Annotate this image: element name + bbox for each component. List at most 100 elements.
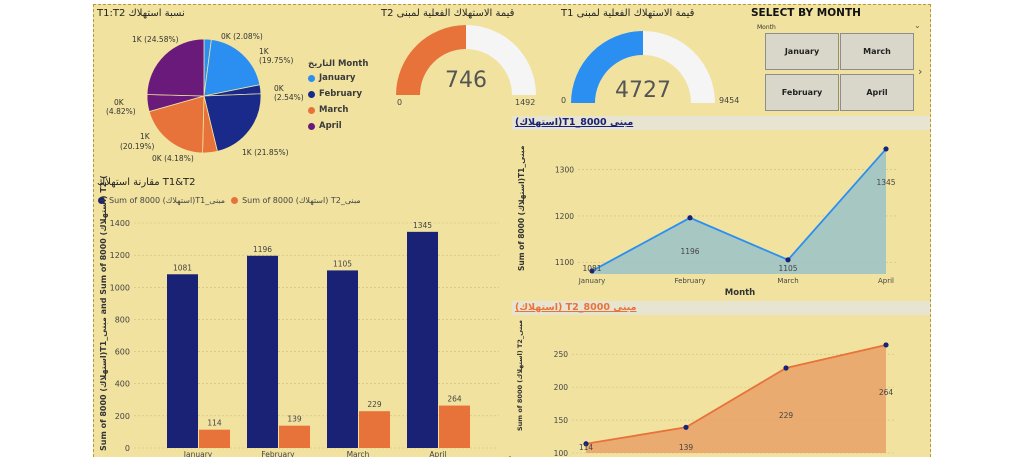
pie-label: 0K <box>114 98 125 107</box>
legend-label: January <box>319 73 356 83</box>
x-axis-title: Month <box>725 288 755 298</box>
x-tick-label: April <box>429 450 446 457</box>
data-point <box>583 441 589 447</box>
x-tick-label: January <box>578 277 606 285</box>
pie-label: (2.54%) <box>274 93 304 102</box>
legend-dot <box>308 74 315 82</box>
x-tick-label: January <box>183 450 213 457</box>
y-tick-label: 1200 <box>110 251 130 260</box>
data-label: 139 <box>287 415 302 424</box>
gauge-t1-panel: T1 قيمة الاستهلاك الفعلية لمبنى 4727 0 9… <box>557 5 743 115</box>
gauge-fill <box>396 25 466 95</box>
data-label: 1081 <box>582 264 601 273</box>
gauge-value: 4727 <box>615 78 671 103</box>
y-tick-label: 100 <box>554 449 569 457</box>
pie-slice <box>203 39 261 97</box>
line-t1-chart[interactable]: Sum of 8000 (استهلاك)T1_مبنى Month 1100 1… <box>512 116 930 298</box>
compare-title: مقارنة استهلاك T1&T2 <box>97 177 196 188</box>
y-axis-title: Sum of 8000 (استهلاك)T1_مبنى and Sum of … <box>99 175 108 451</box>
legend-label: February <box>319 89 363 99</box>
y-tick-label: 150 <box>554 416 569 425</box>
slicer-button-january[interactable]: January <box>765 33 839 70</box>
data-label: 1345 <box>876 178 895 187</box>
data-label: 264 <box>879 388 894 397</box>
line-t1-title: (استهلاك)T1_مبنى 8000 <box>512 116 930 130</box>
gauge-t1-chart[interactable]: 4727 0 9454 <box>557 5 743 115</box>
gauge-fill <box>571 31 643 103</box>
pie-slice <box>148 95 205 154</box>
bar-t2 <box>199 429 230 448</box>
data-label: 1105 <box>333 259 352 268</box>
y-tick-label: 1000 <box>110 283 130 292</box>
x-tick-label: March <box>347 450 370 457</box>
bar-t1 <box>407 231 438 448</box>
area-fill <box>592 148 886 274</box>
legend-dot <box>231 197 239 204</box>
pie-label: (4.82%) <box>106 107 136 116</box>
pie-label: 0K (4.18%) <box>152 154 194 163</box>
pie-slice <box>203 93 262 152</box>
y-tick-label: 1400 <box>110 219 130 228</box>
y-tick-label: 1200 <box>555 212 574 221</box>
line-t2-title: (استهلاك) T2_مبنى 8000 <box>512 301 930 315</box>
legend-item-april[interactable]: April <box>308 118 368 134</box>
gauge-min: 0 <box>561 96 566 105</box>
legend-item-march[interactable]: March <box>308 102 368 118</box>
legend-label: March <box>319 105 349 115</box>
pie-label: 1K <box>140 132 151 141</box>
slicer-button-march[interactable]: March <box>840 33 914 70</box>
legend-item-january[interactable]: January <box>308 70 368 86</box>
gauge-t1-title: T1 قيمة الاستهلاك الفعلية لمبنى <box>561 8 695 19</box>
y-tick-label: 200 <box>554 383 569 392</box>
pie-legend: التاريخ Month January February March Apr… <box>308 57 368 134</box>
pie-label: 0K <box>274 84 285 93</box>
x-tick-label: March <box>777 277 798 285</box>
data-label: 1196 <box>253 245 272 254</box>
slicer-button-february[interactable]: February <box>765 74 839 111</box>
month-slicer: SELECT BY MONTH Month ⌄ January March Fe… <box>748 5 930 115</box>
bar-t1 <box>167 274 198 448</box>
chevron-right-icon[interactable]: › <box>918 65 923 78</box>
data-label: 114 <box>207 419 222 428</box>
gauge-min: 0 <box>397 98 402 107</box>
data-label: 1345 <box>413 221 432 230</box>
gauge-t2-chart[interactable]: 746 0 1492 <box>379 5 545 115</box>
line-t2-chart[interactable]: Sum of 8000 (استهلاك) T2_مبنى 100 150 200 2… <box>512 301 930 457</box>
data-point <box>883 342 889 348</box>
bar-t2 <box>439 405 470 448</box>
pie-legend-title: التاريخ Month <box>308 58 369 69</box>
pie-label: 1K <box>259 47 270 56</box>
pie-label: 0K (2.08%) <box>221 32 263 41</box>
legend-dot <box>98 197 105 204</box>
compare-chart[interactable]: Sum of 8000 (استهلاك)T1_مبنى and Sum of … <box>94 175 509 457</box>
y-tick-label: 0 <box>125 444 130 453</box>
data-point <box>683 424 689 430</box>
y-tick-label: 800 <box>115 315 130 324</box>
chevron-down-icon[interactable]: ⌄ <box>914 21 921 30</box>
x-tick-label: February <box>674 277 705 285</box>
bar-t2 <box>279 425 310 448</box>
y-tick-label: 200 <box>115 412 130 421</box>
y-tick-label: 1100 <box>555 258 574 267</box>
pie-chart[interactable]: 0K (2.08%) 1K (19.75%) 0K (2.54%) 1K (21… <box>94 5 376 175</box>
legend-dot <box>308 106 315 114</box>
pie-label: (20.19%) <box>120 142 155 151</box>
pie-label: 1K (21.85%) <box>242 148 289 157</box>
legend-dot <box>308 90 315 98</box>
pie-panel: T1:T2 نسبة استهلاك 0K (2.08%) 1K (19.75%… <box>94 5 376 175</box>
data-label: 1081 <box>173 263 192 272</box>
data-point <box>785 257 791 263</box>
series-line <box>591 148 887 272</box>
pie-title: T1:T2 نسبة استهلاك <box>97 8 185 19</box>
slicer-button-april[interactable]: April <box>840 74 914 111</box>
data-label: 139 <box>679 443 694 452</box>
data-label: 264 <box>447 395 462 404</box>
gauge-value: 746 <box>445 68 487 93</box>
line-t2-panel: (استهلاك) T2_مبنى 8000 Sum of 8000 (استه… <box>512 301 930 457</box>
legend-dot <box>308 122 315 130</box>
legend-label: Sum of 8000 (استهلاك)T1_مبنى <box>109 196 226 205</box>
data-point <box>687 215 693 221</box>
bar-t1 <box>327 270 358 448</box>
legend-item-february[interactable]: February <box>308 86 368 102</box>
y-tick-label: 250 <box>554 350 569 359</box>
